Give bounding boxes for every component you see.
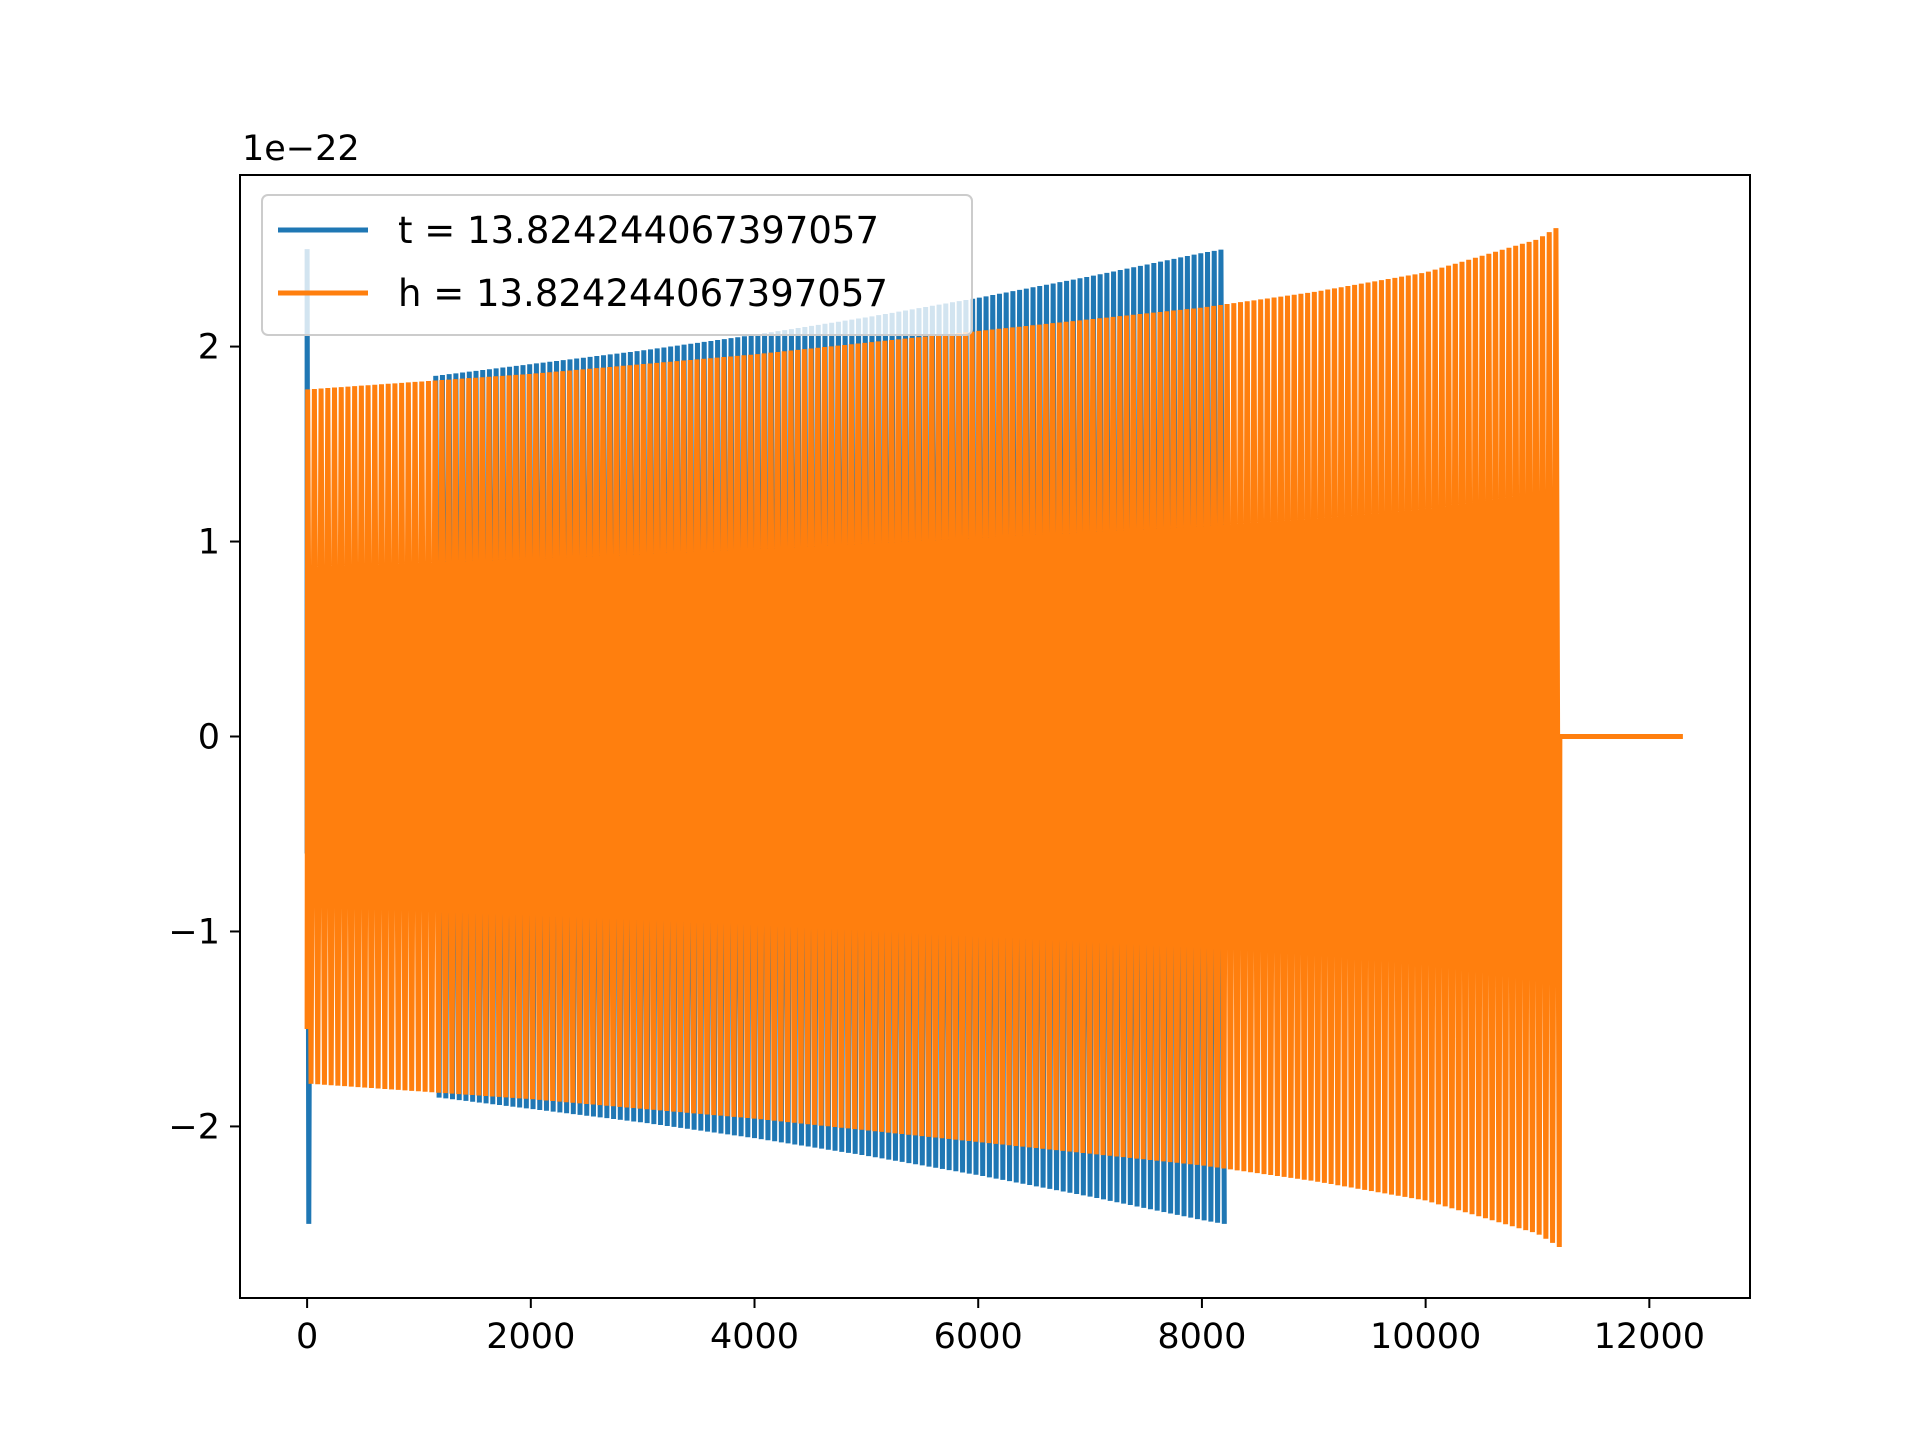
- y-tick-label: −1: [168, 912, 220, 952]
- x-tick: 4000: [710, 1298, 799, 1357]
- y-tick-label: −2: [168, 1107, 220, 1147]
- x-tick-label: 8000: [1157, 1317, 1246, 1357]
- y-tick: 2: [198, 328, 240, 368]
- y-tick: −1: [168, 912, 240, 952]
- plot-area: [304, 228, 1683, 1247]
- x-tick-label: 12000: [1594, 1317, 1705, 1357]
- x-tick-label: 0: [296, 1317, 318, 1357]
- legend-box: [261, 194, 973, 336]
- x-tick: 12000: [1594, 1298, 1705, 1357]
- x-tick: 6000: [934, 1298, 1023, 1357]
- y-axis: −2 −1 0 1 2: [168, 328, 240, 1147]
- x-tick: 0: [296, 1298, 318, 1357]
- x-tick: 2000: [486, 1298, 575, 1357]
- series-line-h: [304, 228, 1683, 1247]
- x-tick: 10000: [1370, 1298, 1481, 1357]
- y-offset-text: 1e−22: [242, 129, 360, 169]
- legend-label: t = 13.824244067397057: [398, 209, 879, 252]
- x-tick-label: 4000: [710, 1317, 799, 1357]
- y-tick-label: 2: [198, 328, 220, 368]
- y-tick: 0: [198, 718, 240, 758]
- y-tick-label: 0: [198, 718, 220, 758]
- x-tick-label: 6000: [934, 1317, 1023, 1357]
- x-axis: 0 2000 4000 6000 8000 10000 12000: [296, 1298, 1705, 1357]
- y-tick: 1: [198, 523, 240, 563]
- x-tick: 8000: [1157, 1298, 1246, 1357]
- y-tick: −2: [168, 1107, 240, 1147]
- x-tick-label: 10000: [1370, 1317, 1481, 1357]
- x-tick-label: 2000: [486, 1317, 575, 1357]
- y-tick-label: 1: [198, 523, 220, 563]
- legend-label: h = 13.824244067397057: [398, 272, 888, 315]
- legend: t = 13.824244067397057 h = 13.82424406739…: [261, 194, 973, 336]
